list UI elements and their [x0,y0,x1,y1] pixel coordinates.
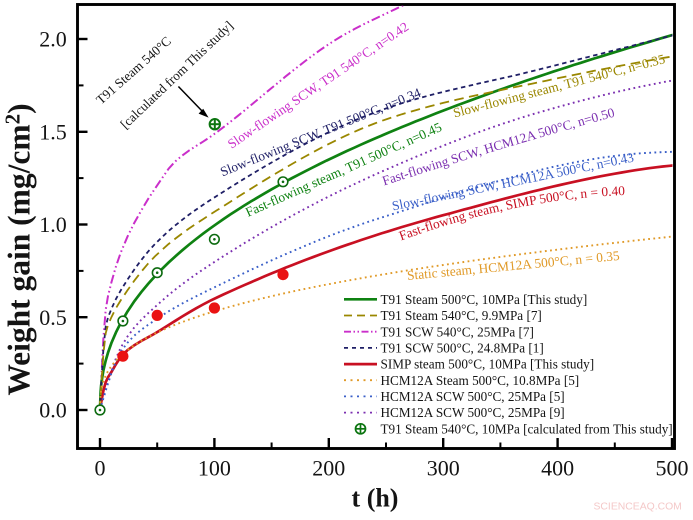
svg-text:T91 Steam 500°C, 10MPa [This s: T91 Steam 500°C, 10MPa [This study] [381,292,588,307]
svg-text:SCIENCEAQ.COM: SCIENCEAQ.COM [594,502,682,513]
svg-text:100: 100 [198,456,231,481]
svg-text:1.5: 1.5 [39,119,67,144]
svg-text:200: 200 [312,456,345,481]
svg-text:T91 Steam 540°C, 10MPa [calcul: T91 Steam 540°C, 10MPa [calculated from … [381,421,673,436]
svg-text:400: 400 [541,456,574,481]
svg-text:SIMP steam 500°C, 10MPa [This: SIMP steam 500°C, 10MPa [This study] [381,357,595,372]
svg-text:T91 SCW 500°C, 24.8MPa [1]: T91 SCW 500°C, 24.8MPa [1] [381,340,544,355]
svg-text:HCM12A SCW 500°C, 25MPa [5]: HCM12A SCW 500°C, 25MPa [5] [381,389,565,404]
svg-text:300: 300 [427,456,460,481]
svg-text:500: 500 [656,456,689,481]
svg-text:Weight gain (mg/cm2): Weight gain (mg/cm2) [1,103,37,395]
svg-text:2.0: 2.0 [39,27,67,52]
svg-text:T91 Steam 540°C, 9.9MPa [7]: T91 Steam 540°C, 9.9MPa [7] [381,308,542,323]
svg-text:HCM12A Steam 500°C, 10.8MPa [5: HCM12A Steam 500°C, 10.8MPa [5] [381,373,580,388]
svg-text:HCM12A SCW 500°C, 25MPa [9]: HCM12A SCW 500°C, 25MPa [9] [381,405,565,420]
svg-text:0: 0 [95,456,106,481]
svg-text:0.0: 0.0 [39,398,67,423]
svg-text:0.5: 0.5 [39,305,67,330]
svg-text:T91 SCW 540°C, 25MPa [7]: T91 SCW 540°C, 25MPa [7] [381,324,534,339]
svg-text:1.0: 1.0 [39,212,67,237]
svg-text:t (h): t (h) [352,484,399,513]
